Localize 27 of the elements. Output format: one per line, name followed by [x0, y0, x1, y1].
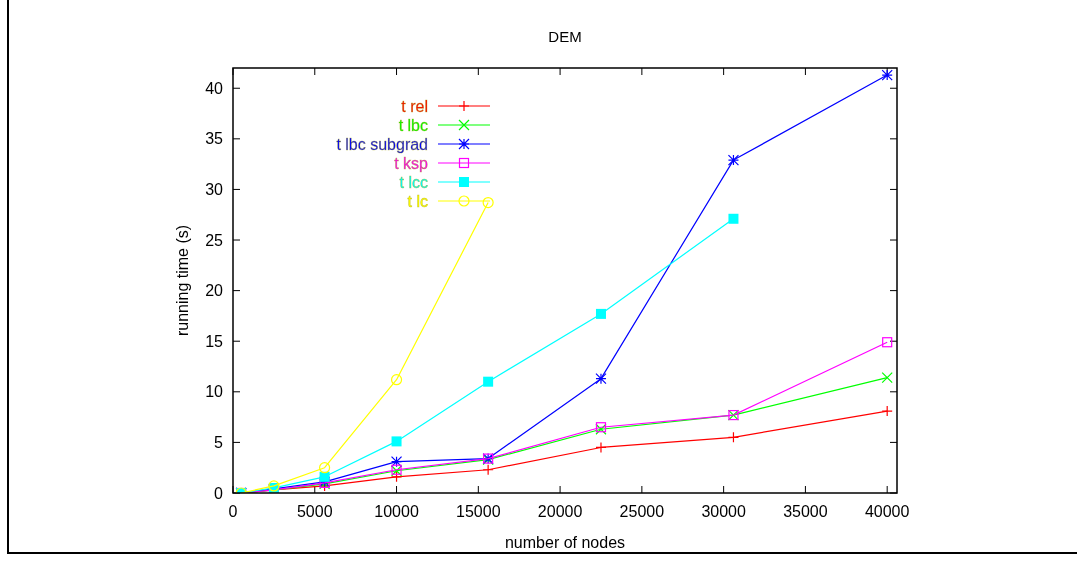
y-tick-label: 25 — [205, 231, 224, 249]
x-tick-label: 10000 — [374, 503, 419, 520]
x-tick-label: 15000 — [456, 503, 501, 520]
legend-label: t lbc — [398, 116, 428, 134]
y-tick-label: 0 — [214, 484, 224, 502]
y-tick-label: 40 — [205, 79, 224, 97]
legend-label: t ksp — [394, 154, 429, 172]
y-tick-label: 5 — [214, 434, 224, 451]
x-tick-label: 40000 — [864, 503, 910, 520]
y-tick-label: 20 — [205, 282, 224, 300]
x-tick-label: 35000 — [783, 503, 828, 520]
y-tick-label: 10 — [205, 383, 224, 401]
x-tick-label: 30000 — [701, 503, 746, 520]
y-tick-label: 15 — [205, 332, 224, 350]
x-tick-label: 5000 — [296, 503, 333, 520]
legend-label: t lc — [407, 192, 428, 210]
x-tick-label: 20000 — [537, 503, 583, 520]
chart-title: DEM — [548, 28, 582, 45]
x-tick-label: 25000 — [619, 503, 665, 520]
legend-label: t rel — [401, 97, 428, 115]
y-tick-label: 35 — [205, 130, 224, 148]
x-axis-title: number of nodes — [504, 534, 626, 551]
legend-label: t lbc subgrad — [336, 135, 428, 153]
y-tick-label: 30 — [205, 181, 224, 199]
legend-label: t lcc — [399, 173, 428, 191]
x-tick-label: 0 — [228, 503, 238, 520]
y-axis-title: running time (s) — [174, 224, 191, 337]
